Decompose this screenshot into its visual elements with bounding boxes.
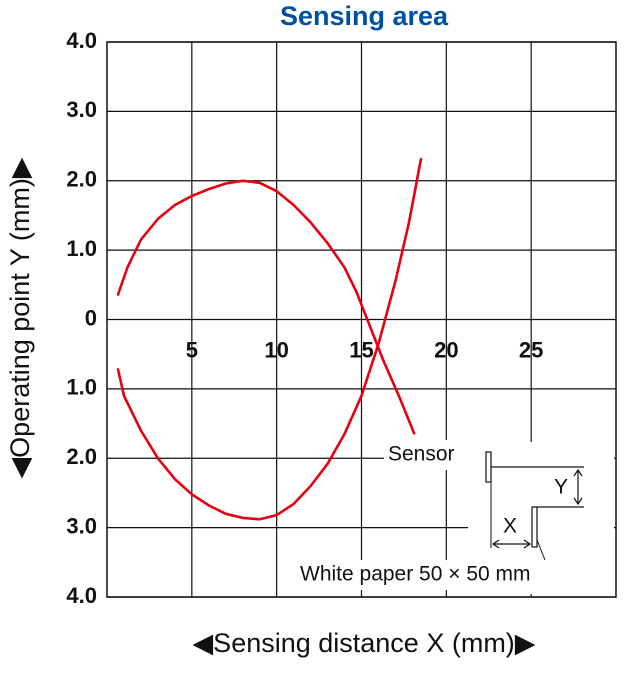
y-tick-label: 3.0	[66, 97, 97, 122]
inset-background	[296, 560, 614, 590]
x-tick-label: 15	[349, 337, 373, 362]
y-tick-label: 4.0	[66, 583, 97, 608]
y-tick-label: 4.0	[66, 28, 97, 53]
y-tick-label: 1.0	[66, 236, 97, 261]
x-arrows	[491, 539, 532, 549]
chart-title: Sensing area	[280, 1, 449, 31]
y-tick-label: 2.0	[66, 444, 97, 469]
data-line	[116, 179, 416, 435]
annotation: Sensor	[388, 443, 455, 466]
annotation: X	[503, 515, 517, 538]
y-tick-label: 3.0	[66, 513, 97, 538]
x-tick-label: 20	[434, 337, 458, 362]
x-axis-label: ◀Sensing distance X (mm)▶	[192, 628, 535, 658]
inset-background	[384, 440, 478, 470]
x-tick-label: 5	[186, 337, 198, 362]
plot-marks	[116, 157, 423, 521]
annotation: Y	[554, 476, 568, 499]
paper-icon	[531, 506, 538, 548]
y-tick-label: 0	[85, 305, 97, 330]
y-tick-label: 1.0	[66, 375, 97, 400]
annotation: White paper 50 × 50 mm	[300, 563, 531, 586]
leader-line	[536, 539, 546, 561]
y-arrows	[573, 468, 583, 506]
y-axis-label: ◀Operating point Y (mm)▶	[5, 157, 35, 478]
sensor-icon	[485, 451, 492, 483]
data-line	[116, 157, 423, 521]
plot-frame	[106, 41, 617, 598]
y-tick-label: 2.0	[66, 167, 97, 192]
inset-diagram: Sensor White paper 50 × 50 mm X Y	[296, 440, 614, 594]
x-tick-label: 10	[264, 337, 288, 362]
x-tick-label: 25	[519, 337, 543, 362]
